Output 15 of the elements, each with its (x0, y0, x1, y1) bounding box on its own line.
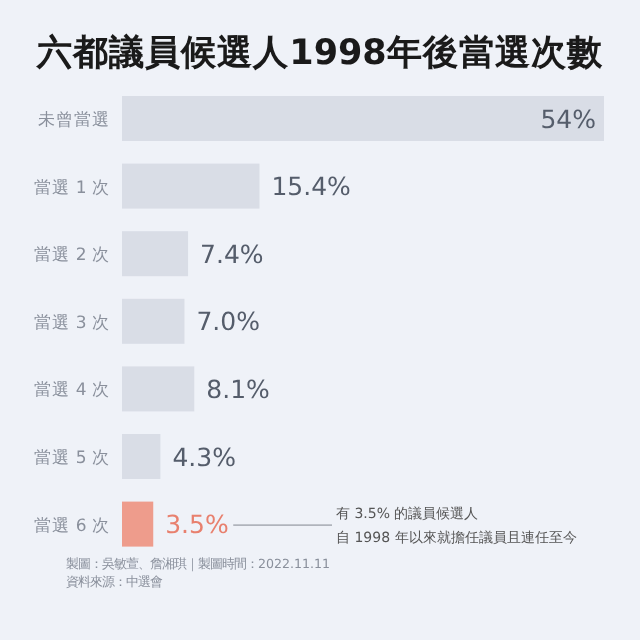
y-tick-label: 當選 3 次 (34, 311, 110, 334)
chart-title: 六都議員候選人1998年後當選次數 (35, 32, 605, 74)
data-label: 4.3% (172, 441, 237, 472)
y-tick-label: 當選 1 次 (34, 176, 110, 199)
data-label: 7.0% (196, 306, 261, 337)
data-label: 3.5% (165, 509, 229, 540)
y-tick-label: 未曾當選 (38, 108, 110, 131)
data-label: 54% (540, 103, 597, 134)
y-tick-label: 當選 4 次 (34, 379, 110, 402)
data-label: 15.4% (271, 171, 352, 202)
data-label: 8.1% (206, 373, 271, 404)
y-tick-label: 當選 5 次 (34, 446, 110, 469)
y-tick-label: 當選 6 次 (34, 514, 110, 537)
data-label: 7.4% (200, 238, 264, 269)
y-tick-label: 當選 2 次 (34, 244, 110, 267)
